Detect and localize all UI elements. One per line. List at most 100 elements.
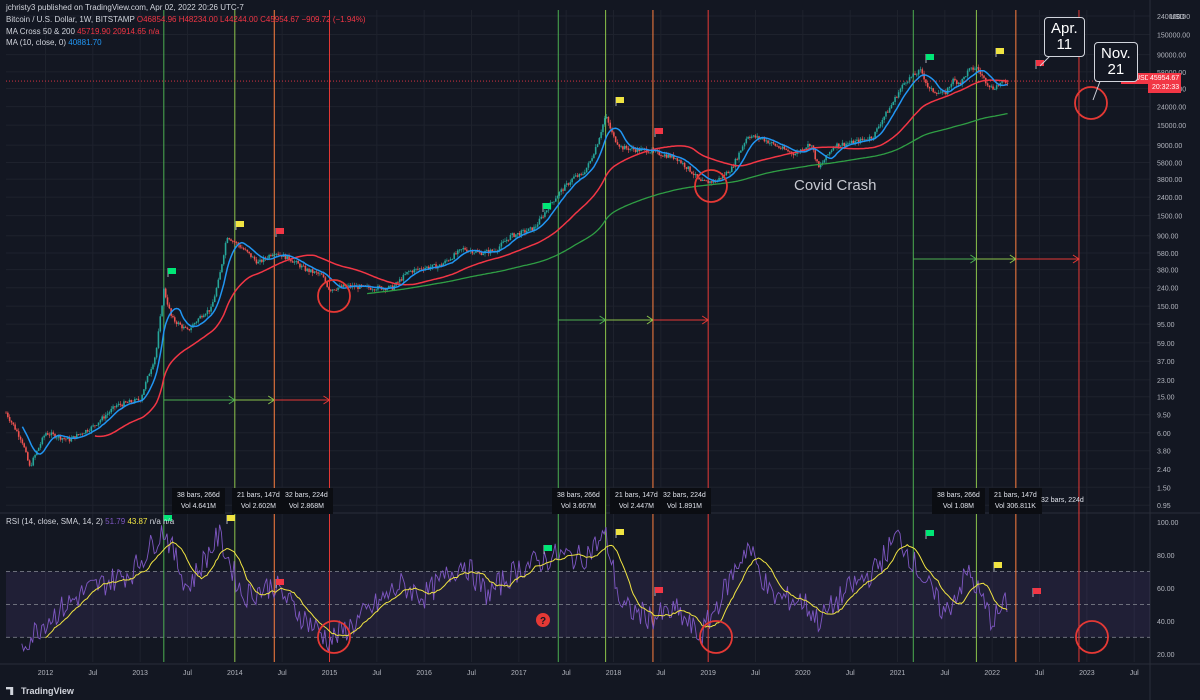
flag-marker <box>926 54 934 60</box>
price-candle <box>954 78 956 81</box>
last-price-label: 45954.67 20:32:33 <box>1148 73 1182 93</box>
price-candle <box>970 67 973 69</box>
time-tick-label: Jul <box>656 670 665 677</box>
price-candle <box>783 146 786 150</box>
price-candle <box>850 140 853 144</box>
price-candle <box>56 437 58 439</box>
cycle-arrowhead <box>701 315 710 325</box>
price-candle <box>473 252 475 254</box>
cycle-arrowhead <box>1072 254 1080 264</box>
price-candle <box>451 258 454 260</box>
symbol-line: Bitcoin / U.S. Dollar, 1W, BITSTAMP O468… <box>6 15 366 24</box>
price-candle <box>997 85 1000 87</box>
price-candle <box>995 85 998 90</box>
price-candle <box>582 174 584 175</box>
price-candle <box>814 150 817 160</box>
price-tick-label: 6.00 <box>1157 431 1171 438</box>
tradingview-logo: TradingView <box>6 686 74 696</box>
price-candle <box>959 82 962 85</box>
price-candle <box>614 136 617 143</box>
price-candle <box>631 147 633 149</box>
price-candle <box>647 152 650 154</box>
price-candle <box>103 416 105 419</box>
price-candle <box>121 404 123 407</box>
flag-marker <box>616 529 624 535</box>
price-candle <box>406 271 408 275</box>
rsi-tick-label: 20.00 <box>1157 652 1175 659</box>
price-candle <box>787 149 789 152</box>
price-candle <box>981 74 983 76</box>
price-candle <box>213 296 216 303</box>
price-candle <box>458 249 461 251</box>
price-candle <box>39 444 42 448</box>
price-candle <box>761 138 764 140</box>
rsi-ma-line <box>45 541 1008 639</box>
price-candle <box>175 321 178 325</box>
price-candle <box>295 261 298 262</box>
stat-vol: Vol 2.447M <box>618 503 654 510</box>
price-candle <box>371 289 374 291</box>
price-candle <box>868 136 871 140</box>
price-candle <box>230 239 232 241</box>
price-candle <box>244 249 247 251</box>
ma10-line <box>21 69 1008 455</box>
price-candle <box>72 436 74 438</box>
price-candle <box>789 151 791 153</box>
price-candle <box>302 265 305 267</box>
price-candle <box>859 138 862 143</box>
price-candle <box>700 179 702 182</box>
price-candle <box>923 73 925 80</box>
price-candle <box>805 147 807 150</box>
price-candle <box>774 143 777 146</box>
price-candle <box>498 246 501 251</box>
highlight-circle <box>317 620 351 654</box>
price-candle <box>427 266 430 269</box>
price-candle <box>85 430 87 434</box>
price-candle <box>193 323 196 325</box>
price-candle <box>765 140 768 142</box>
price-candle <box>46 433 49 435</box>
ma200-line <box>367 112 1008 295</box>
price-candle <box>23 443 25 448</box>
price-candle <box>114 406 116 408</box>
price-candle <box>754 135 757 138</box>
flag-marker <box>276 579 284 585</box>
time-tick-label: 2012 <box>38 670 54 677</box>
price-candle <box>832 147 835 151</box>
price-candle <box>819 164 822 168</box>
time-tick-label: Jul <box>372 670 381 677</box>
price-candle <box>224 243 227 256</box>
price-candle <box>908 77 911 82</box>
price-candle <box>979 70 982 75</box>
cycle-arrowhead <box>1009 254 1017 264</box>
price-candle <box>941 91 944 93</box>
price-candle <box>1004 81 1007 83</box>
price-candle <box>462 247 465 250</box>
price-candle <box>25 447 27 453</box>
time-tick-label: 2021 <box>890 670 906 677</box>
price-candle <box>545 210 548 213</box>
price-candle <box>935 92 938 94</box>
price-candle <box>424 267 426 270</box>
price-candle <box>130 400 133 403</box>
price-candle <box>128 400 131 403</box>
price-candle <box>658 151 661 156</box>
price-candle <box>411 270 414 273</box>
price-candle <box>711 181 713 183</box>
price-candle <box>190 327 192 331</box>
stat-bars: 38 bars, 266d <box>937 492 980 499</box>
price-candle <box>397 282 399 284</box>
price-candle <box>288 255 290 260</box>
price-candle <box>511 233 514 235</box>
price-tick-label: 2.40 <box>1157 467 1171 474</box>
price-tick-label: 37.00 <box>1157 359 1175 366</box>
price-candle <box>750 136 753 138</box>
price-tick-label: 240.00 <box>1157 286 1179 293</box>
flag-marker <box>227 515 235 521</box>
rsi-tick-label: 60.00 <box>1157 586 1175 593</box>
price-candle <box>415 268 417 270</box>
price-candle <box>342 284 345 287</box>
price-candle <box>273 254 276 256</box>
price-candle <box>210 306 212 312</box>
